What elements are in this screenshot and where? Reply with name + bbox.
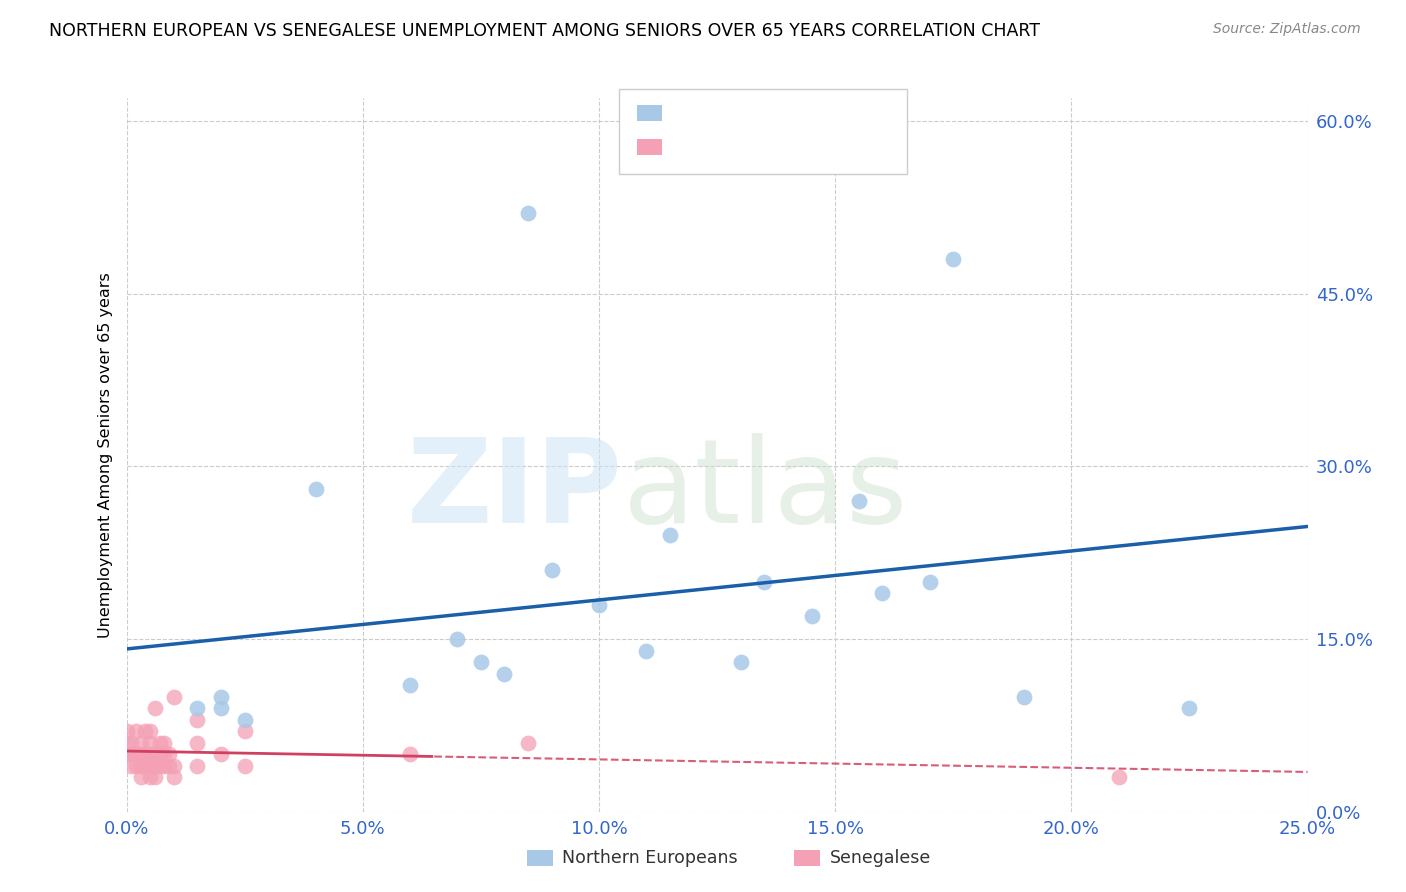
Point [143, 758, 166, 772]
Point [209, 701, 232, 715]
Text: Northern Europeans: Northern Europeans [562, 849, 738, 867]
Point [494, 666, 516, 681]
Point [800, 609, 823, 624]
Point [115, 747, 138, 761]
Point [186, 736, 208, 750]
Text: atlas: atlas [623, 434, 908, 548]
Point [139, 724, 162, 739]
Point [540, 563, 562, 577]
Point [134, 747, 156, 761]
Point [143, 701, 166, 715]
Point [139, 736, 162, 750]
Point [115, 724, 138, 739]
Point [139, 758, 162, 772]
Point [120, 758, 142, 772]
Point [233, 724, 256, 739]
Point [139, 747, 162, 761]
Point [517, 206, 540, 220]
Text: ZIP: ZIP [406, 434, 623, 548]
Point [153, 736, 176, 750]
Point [129, 758, 152, 772]
Point [129, 770, 152, 784]
Point [149, 758, 172, 772]
Point [304, 483, 326, 497]
Point [129, 736, 152, 750]
Point [163, 758, 186, 772]
Point [233, 758, 256, 772]
Text: N =: N = [792, 138, 831, 156]
Point [134, 747, 156, 761]
Point [1012, 690, 1035, 704]
Point [399, 747, 422, 761]
Point [134, 724, 156, 739]
Point [517, 736, 540, 750]
Point [848, 494, 870, 508]
Point [120, 747, 142, 761]
Point [139, 770, 162, 784]
Point [186, 713, 208, 727]
Text: Source: ZipAtlas.com: Source: ZipAtlas.com [1213, 22, 1361, 37]
Text: 47: 47 [839, 138, 865, 156]
Text: R =: R = [673, 138, 713, 156]
Text: R =: R = [673, 104, 713, 122]
Point [233, 713, 256, 727]
Point [754, 574, 776, 589]
Text: NORTHERN EUROPEAN VS SENEGALESE UNEMPLOYMENT AMONG SENIORS OVER 65 YEARS CORRELA: NORTHERN EUROPEAN VS SENEGALESE UNEMPLOY… [49, 22, 1040, 40]
Point [209, 747, 232, 761]
Point [470, 655, 492, 669]
Point [636, 643, 658, 657]
Text: 23: 23 [839, 104, 865, 122]
Point [872, 586, 894, 600]
Point [942, 252, 965, 267]
Text: N =: N = [792, 104, 831, 122]
Y-axis label: Unemployment Among Seniors over 65 years: Unemployment Among Seniors over 65 years [98, 272, 114, 638]
Point [730, 655, 752, 669]
Point [157, 747, 180, 761]
Point [588, 598, 610, 612]
Point [399, 678, 422, 692]
Point [143, 770, 166, 784]
Point [129, 747, 152, 761]
Text: 0.364: 0.364 [721, 104, 778, 122]
Point [1108, 770, 1130, 784]
Point [1178, 701, 1201, 715]
Point [115, 736, 138, 750]
Point [209, 690, 232, 704]
Point [149, 736, 172, 750]
Point [125, 758, 148, 772]
Point [153, 758, 176, 772]
Point [157, 758, 180, 772]
Point [143, 747, 166, 761]
Point [658, 528, 681, 542]
Point [149, 747, 172, 761]
Point [163, 690, 186, 704]
Point [125, 747, 148, 761]
Point [446, 632, 468, 646]
Point [153, 747, 176, 761]
Point [186, 758, 208, 772]
Point [125, 747, 148, 761]
Point [918, 574, 941, 589]
Point [120, 736, 142, 750]
Point [186, 701, 208, 715]
Point [125, 724, 148, 739]
Point [163, 770, 186, 784]
Point [134, 758, 156, 772]
Text: -0.038: -0.038 [721, 138, 786, 156]
Text: Senegalese: Senegalese [830, 849, 931, 867]
